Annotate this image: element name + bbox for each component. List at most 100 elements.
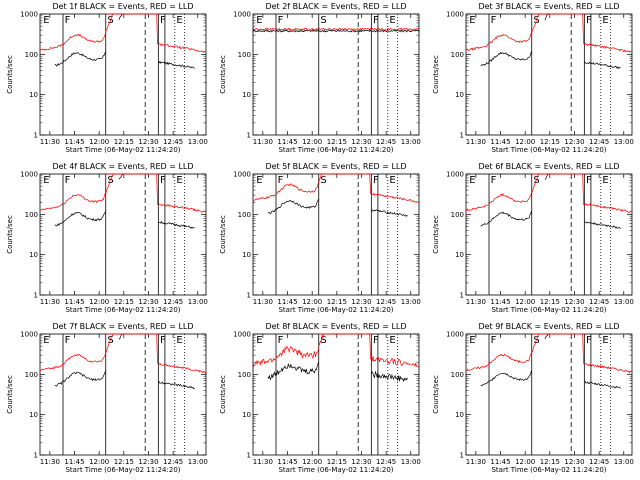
y-tick-label: 1	[247, 132, 251, 140]
x-tick-label: 12:15	[540, 138, 560, 146]
x-tick-label: 12:15	[327, 458, 347, 466]
y-tick-label: 100	[25, 371, 38, 379]
x-tick-label: 11:30	[253, 458, 273, 466]
x-tick-label: 13:00	[614, 458, 634, 466]
y-tick-label: 10	[242, 411, 251, 419]
x-tick-label: 11:45	[277, 298, 297, 306]
lightcurve-plot: Det 5f BLACK = Events, RED = LLD 1 10 100 10…	[219, 162, 421, 314]
x-axis-label: Start Time (06-May-02 11:24:20)	[491, 306, 606, 314]
segment-label: F	[278, 175, 284, 186]
x-tick-label: 12:45	[163, 458, 183, 466]
segment-label: F	[65, 175, 71, 186]
x-tick-label: 13:00	[401, 298, 421, 306]
y-tick-label: 1	[460, 292, 464, 300]
y-tick-label: 1000	[20, 331, 38, 339]
x-tick-label: 12:45	[376, 458, 396, 466]
x-tick-label: 12:15	[540, 458, 560, 466]
y-tick-label: 1	[34, 452, 38, 460]
chart-title: Det 2f BLACK = Events, RED = LLD	[265, 2, 406, 11]
plot-frame	[39, 13, 207, 136]
segment-label: E	[469, 15, 475, 26]
y-axis-label: Counts/sec	[219, 215, 227, 254]
plot-frame	[252, 333, 420, 456]
events-series-line	[267, 333, 408, 383]
events-series-line	[480, 333, 621, 389]
x-tick-label: 12:15	[540, 298, 560, 306]
y-tick-label: 1	[460, 452, 464, 460]
x-tick-label: 12:00	[515, 298, 535, 306]
x-tick-label: 11:45	[490, 298, 510, 306]
y-tick-label: 1000	[446, 171, 464, 179]
y-axis-label: Counts/sec	[6, 215, 14, 254]
y-tick-label: 1000	[233, 11, 251, 19]
detector-panel-3: Det 3f BLACK = Events, RED = LLD 1 10 100 10…	[426, 0, 639, 160]
segment-label: F	[586, 335, 592, 346]
x-tick-label: 12:30	[351, 298, 371, 306]
segment-label: F	[65, 15, 71, 26]
lightcurve-plot: Det 9f BLACK = Events, RED = LLD 1 10 100 10…	[432, 322, 634, 474]
events-series-line	[480, 13, 621, 70]
segment-label: F	[160, 335, 166, 346]
segment-label: S	[107, 175, 113, 186]
x-tick-label: 12:45	[376, 298, 396, 306]
chart-title: Det 7f BLACK = Events, RED = LLD	[52, 322, 193, 331]
lld-series-line	[465, 13, 633, 53]
segment-label: F	[65, 335, 71, 346]
y-tick-label: 10	[455, 251, 464, 259]
lightcurve-plot: Det 3f BLACK = Events, RED = LLD 1 10 100 10…	[432, 2, 634, 154]
segment-label: E	[469, 335, 475, 346]
chart-title: Det 1f BLACK = Events, RED = LLD	[52, 2, 193, 11]
y-tick-label: 100	[451, 371, 464, 379]
x-tick-label: 12:15	[114, 298, 134, 306]
x-tick-label: 12:15	[114, 458, 134, 466]
y-tick-label: 1	[460, 132, 464, 140]
segment-label: E	[256, 335, 262, 346]
y-tick-label: 1000	[446, 11, 464, 19]
y-axis-label: Counts/sec	[432, 375, 440, 414]
x-tick-label: 11:30	[466, 298, 486, 306]
x-tick-label: 12:30	[138, 138, 158, 146]
lightcurve-plot: Det 6f BLACK = Events, RED = LLD 1 10 100 10…	[432, 162, 634, 314]
y-tick-label: 1	[247, 452, 251, 460]
segment-label: F	[373, 15, 379, 26]
lightcurve-plot: Det 1f BLACK = Events, RED = LLD 1 10 100 10…	[6, 2, 208, 154]
segment-label: E	[176, 15, 182, 26]
events-series-line	[54, 13, 195, 69]
x-tick-label: 13:00	[188, 458, 208, 466]
lld-series-line	[39, 173, 207, 214]
segment-label: F	[373, 175, 379, 186]
x-tick-label: 12:30	[138, 458, 158, 466]
x-tick-label: 12:15	[114, 138, 134, 146]
x-tick-label: 11:30	[253, 298, 273, 306]
x-tick-label: 13:00	[401, 138, 421, 146]
x-tick-label: 12:00	[515, 138, 535, 146]
plot-frame	[39, 333, 207, 456]
x-tick-label: 11:30	[466, 138, 486, 146]
segment-label: F	[586, 15, 592, 26]
x-tick-label: 11:30	[40, 458, 60, 466]
x-tick-label: 11:30	[253, 138, 273, 146]
lld-series-line	[39, 13, 207, 54]
x-tick-label: 12:00	[89, 138, 109, 146]
x-tick-label: 12:30	[351, 458, 371, 466]
x-tick-label: 11:45	[64, 298, 84, 306]
x-tick-label: 12:00	[302, 298, 322, 306]
y-tick-label: 100	[238, 51, 251, 59]
segment-label: E	[602, 175, 608, 186]
chart-title: Det 5f BLACK = Events, RED = LLD	[265, 162, 406, 171]
lld-series-line	[39, 333, 207, 374]
x-axis-label: Start Time (06-May-02 11:24:20)	[278, 146, 393, 154]
segment-label: S	[320, 15, 326, 26]
y-axis-label: Counts/sec	[432, 215, 440, 254]
x-tick-label: 12:30	[564, 458, 584, 466]
segment-label: E	[469, 175, 475, 186]
x-tick-label: 12:30	[564, 138, 584, 146]
x-axis-label: Start Time (06-May-02 11:24:20)	[65, 306, 180, 314]
y-tick-label: 100	[238, 211, 251, 219]
y-tick-label: 100	[25, 51, 38, 59]
detector-panel-2: Det 2f BLACK = Events, RED = LLD 1 10 100 10…	[213, 0, 426, 160]
y-tick-label: 1000	[233, 171, 251, 179]
segment-label: F	[278, 335, 284, 346]
x-tick-label: 11:30	[40, 138, 60, 146]
chart-title: Det 3f BLACK = Events, RED = LLD	[478, 2, 619, 11]
